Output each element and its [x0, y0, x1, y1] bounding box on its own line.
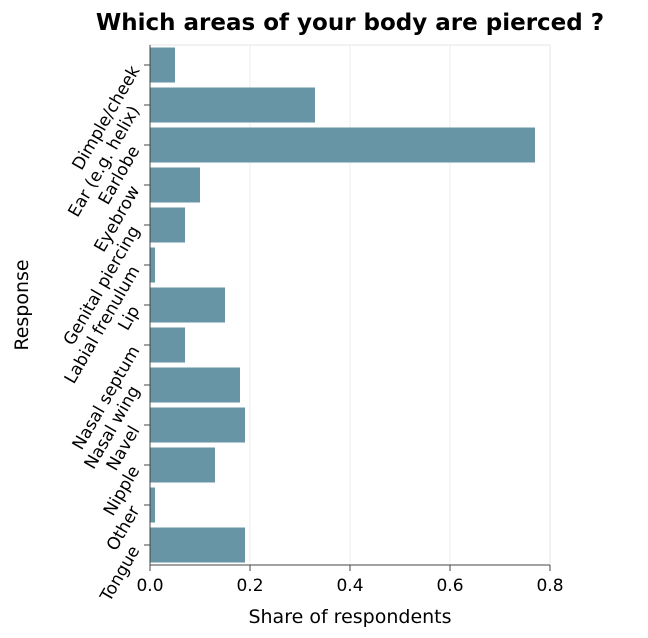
chart-title: Which areas of your body are pierced ? [96, 10, 604, 36]
bar [150, 167, 200, 203]
bar [150, 527, 245, 563]
bar [150, 487, 155, 523]
x-axis-label: Share of respondents [248, 606, 451, 628]
x-tick-label: 0.0 [136, 576, 163, 596]
bar [150, 247, 155, 283]
bar [150, 447, 215, 483]
y-axis-label: Response [11, 259, 33, 350]
bar [150, 287, 225, 323]
bar [150, 207, 185, 243]
x-tick-label: 0.4 [336, 576, 363, 596]
bar [150, 47, 175, 83]
x-tick-label: 0.2 [236, 576, 263, 596]
bar [150, 127, 535, 163]
bar [150, 367, 240, 403]
x-tick-label: 0.6 [436, 576, 463, 596]
x-axis: 0.0 0.2 0.4 0.6 0.8 [136, 564, 564, 596]
bar [150, 87, 315, 123]
bar [150, 407, 245, 443]
x-tick-label: 0.8 [536, 576, 563, 596]
bars-group [150, 47, 535, 563]
bar [150, 327, 185, 363]
